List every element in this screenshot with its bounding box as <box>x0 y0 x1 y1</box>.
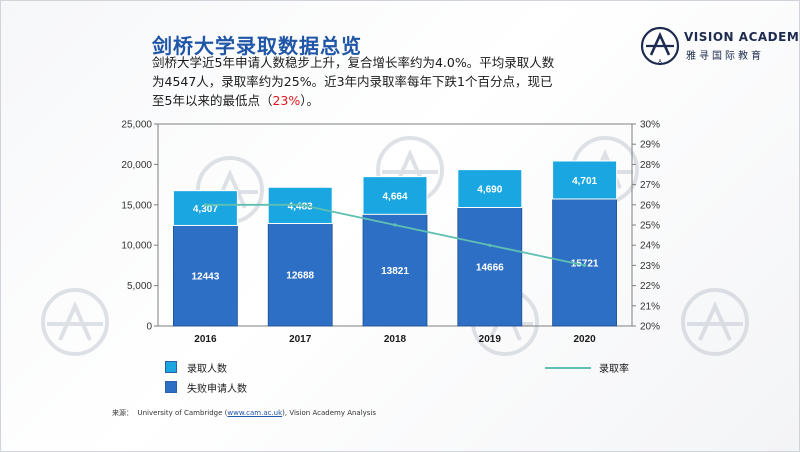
line-point-acceptance-rate <box>298 203 302 207</box>
legend-item-rate: 录取率 <box>545 360 629 375</box>
y-axis-tick-label: 15,000 <box>121 200 152 211</box>
y2-axis-tick-label: 22% <box>640 281 660 292</box>
brand-mark-letter: A <box>658 59 662 65</box>
data-label-rejected: 12688 <box>286 271 314 282</box>
y-axis-tick-label: 20,000 <box>121 160 152 171</box>
bar-rejected <box>552 198 617 327</box>
summary-line-3: 至5年以来的最低点（23%）。 <box>152 91 642 110</box>
bar-admitted <box>362 176 428 215</box>
y2-axis-tick-label: 27% <box>640 180 660 191</box>
summary-text: 剑桥大学近5年申请人数稳步上升，复合增长率约为4.0%。平均录取人数 为4547… <box>152 53 642 110</box>
legend-swatch-rejected <box>165 381 177 393</box>
source-link[interactable]: www.cam.ac.uk <box>227 409 283 417</box>
legend-label-rate: 录取率 <box>599 364 629 375</box>
legend-line-rate <box>545 367 591 369</box>
data-label-rejected: 12443 <box>191 272 219 283</box>
y-axis-tick-label: 5,000 <box>127 281 152 292</box>
bar-admitted <box>552 160 618 200</box>
y2-axis-tick-label: 28% <box>640 160 660 171</box>
legend-item-admitted: 录取人数 <box>165 360 227 375</box>
y-axis-tick-label: 10,000 <box>121 241 152 252</box>
source-text-pre: University of Cambridge ( <box>137 409 228 417</box>
line-point-acceptance-rate <box>393 223 397 227</box>
x-axis-tick-label: 2019 <box>479 334 502 345</box>
y2-axis-tick-label: 25% <box>640 221 660 232</box>
line-point-acceptance-rate <box>583 263 587 267</box>
x-axis-tick-label: 2018 <box>384 334 407 345</box>
data-label-admitted: 4,483 <box>288 201 313 212</box>
data-label-admitted: 4,701 <box>572 176 597 187</box>
brand-name-cn: 雅寻国际教育 <box>686 51 764 62</box>
line-point-acceptance-rate <box>203 203 207 207</box>
data-label-admitted: 4,307 <box>193 204 218 215</box>
x-axis-tick-label: 2016 <box>194 334 217 345</box>
summary-line-2: 为4547人，录取率约为25%。近3年内录取率每年下跌1个百分点，现已 <box>152 74 553 89</box>
summary-line-3-post: ）。 <box>300 93 320 108</box>
bar-rejected <box>362 213 428 327</box>
source-note: 来源： University of Cambridge (www.cam.ac.… <box>112 408 376 418</box>
legend-item-rejected: 失败申请人数 <box>165 380 247 395</box>
data-label-admitted: 4,664 <box>382 191 407 202</box>
x-axis-tick-label: 2017 <box>289 334 312 345</box>
page-title: 剑桥大学录取数据总览 <box>152 34 362 58</box>
source-prefix: 来源： <box>112 409 133 417</box>
y2-axis-tick-label: 23% <box>640 261 660 272</box>
bar-admitted <box>457 169 523 208</box>
y2-axis-tick-label: 21% <box>640 301 660 312</box>
summary-line-1: 剑桥大学近5年申请人数稳步上升，复合增长率约为4.0%。平均录取人数 <box>152 55 555 70</box>
source-text-post: ), Vision Academy Analysis <box>282 409 377 417</box>
y2-axis-tick-label: 29% <box>640 140 660 151</box>
y2-axis-tick-label: 20% <box>640 322 660 333</box>
data-label-rejected: 14666 <box>476 263 504 274</box>
y-axis-tick-label: 0 <box>146 322 152 333</box>
legend-swatch-admitted <box>165 361 177 373</box>
summary-line-3-pre: 至5年以来的最低点（ <box>152 93 273 108</box>
legend-label-admitted: 录取人数 <box>187 364 227 375</box>
data-label-admitted: 4,690 <box>477 185 502 196</box>
y-axis-tick-label: 25,000 <box>121 120 152 131</box>
bar-rejected <box>457 207 523 327</box>
legend-label-rejected: 失败申请人数 <box>187 384 247 395</box>
x-axis-tick-label: 2020 <box>573 334 596 345</box>
line-point-acceptance-rate <box>488 243 492 247</box>
y2-axis-tick-label: 24% <box>640 241 660 252</box>
y2-axis-tick-label: 26% <box>640 200 660 211</box>
brand-logo: A VISION ACADEMY 雅寻国际教育 <box>640 26 800 70</box>
y2-axis-tick-label: 30% <box>640 120 660 131</box>
brand-name: VISION ACADEMY <box>684 30 800 44</box>
brand-mark-icon: A <box>640 26 680 66</box>
bar-rejected <box>172 225 238 327</box>
bar-admitted <box>172 190 238 226</box>
data-label-rejected: 13821 <box>381 266 409 277</box>
lowest-rate-highlight: 23% <box>272 93 301 108</box>
